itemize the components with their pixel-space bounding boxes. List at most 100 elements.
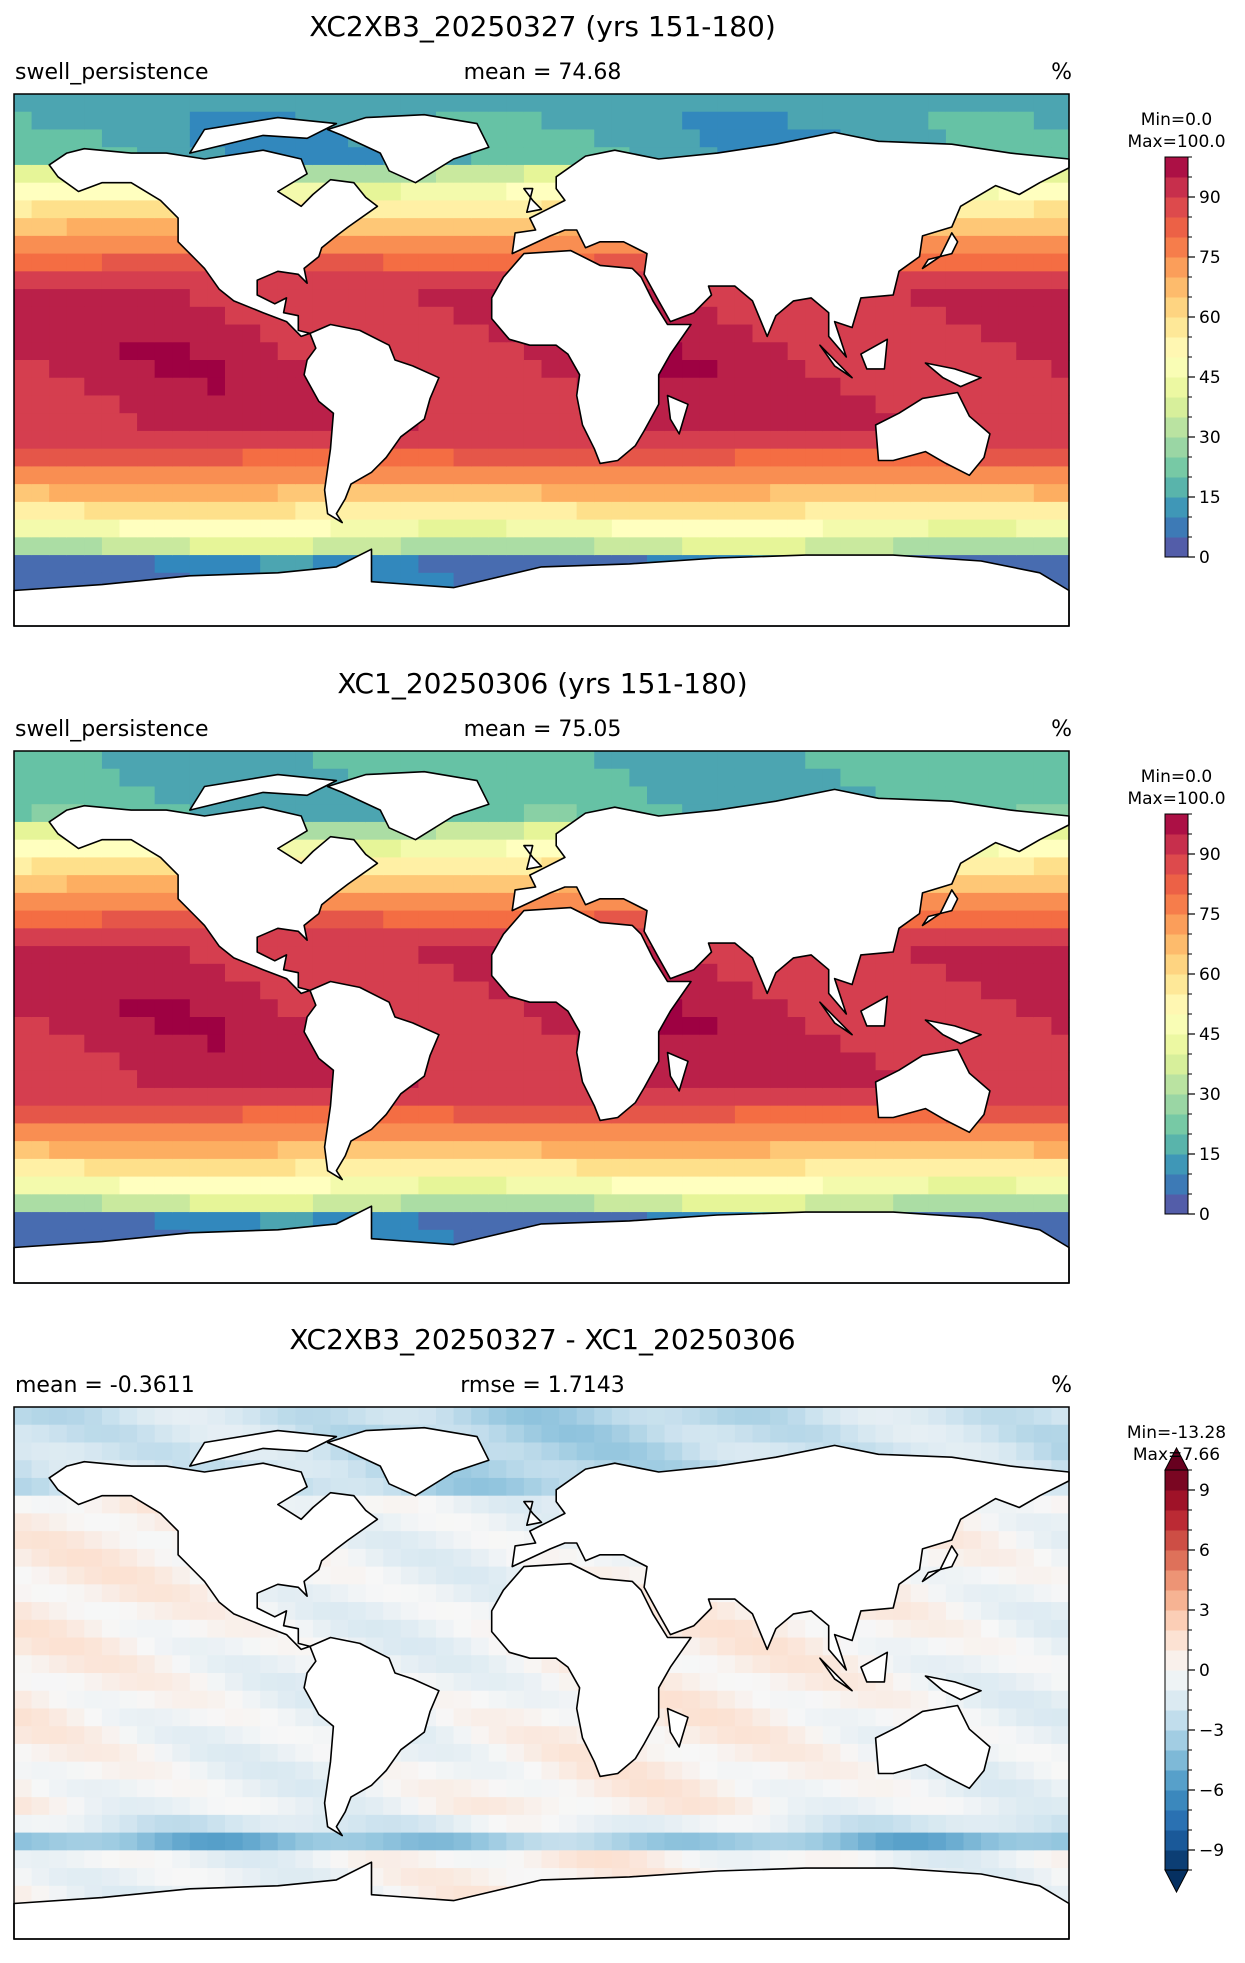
map-cell [120, 1141, 138, 1159]
map-cell [348, 502, 366, 520]
map-cell [506, 200, 524, 218]
map-cell [401, 254, 419, 272]
map-cell [120, 325, 138, 343]
map-cell [383, 928, 401, 946]
map-cell [155, 1177, 173, 1195]
map-cell [506, 147, 524, 165]
map-cell [260, 1779, 278, 1797]
map-cell [911, 1141, 929, 1159]
map-cell [331, 1194, 349, 1212]
map-cell [999, 1106, 1017, 1124]
map-cell [489, 1123, 507, 1141]
map-cell [858, 1159, 876, 1177]
map-cell [753, 751, 771, 769]
map-cell [928, 289, 946, 307]
map-cell [14, 1762, 32, 1780]
map-cell [928, 342, 946, 360]
colorbar-tick-label: 30 [1199, 1085, 1221, 1105]
map-cell [49, 911, 67, 929]
map-cell [172, 1833, 190, 1851]
map-cell [542, 1035, 560, 1053]
map-cell [278, 537, 296, 555]
map-cell [155, 1726, 173, 1744]
map-cell [401, 893, 419, 911]
map-cell [137, 1425, 155, 1443]
map-cell [172, 1088, 190, 1106]
map-cell [858, 449, 876, 467]
map-cell [120, 1602, 138, 1620]
map-cell [524, 537, 542, 555]
map-cell [629, 1177, 647, 1195]
map-cell [471, 1106, 489, 1124]
map-cell [788, 112, 806, 130]
map-cell [137, 342, 155, 360]
map-cell [436, 1655, 454, 1673]
map-cell [506, 360, 524, 378]
map-cell [137, 502, 155, 520]
map-cell [383, 254, 401, 272]
panel-3: XC2XB3_20250327 - XC1_20250306 mean = -0… [0, 1313, 1245, 1963]
map-cell [32, 1460, 50, 1478]
map-cell [14, 1655, 32, 1673]
map-cell [225, 1638, 243, 1656]
map-cell [981, 1017, 999, 1035]
map-cell [454, 218, 472, 236]
map-cell [594, 1797, 612, 1815]
map-cell [735, 1159, 753, 1177]
map-cell [647, 484, 665, 502]
map-cell [331, 1407, 349, 1425]
map-cell [243, 1123, 261, 1141]
map-cell [243, 449, 261, 467]
map-cell [753, 1052, 771, 1070]
map-cell [840, 769, 858, 787]
map-cell [753, 1106, 771, 1124]
map-cell [946, 307, 964, 325]
map-cell [401, 1194, 419, 1212]
map-cell [805, 1106, 823, 1124]
map-cell [49, 1762, 67, 1780]
map-cell [964, 946, 982, 964]
map-cell [155, 236, 173, 254]
map-cell [700, 360, 718, 378]
map-cell [32, 1442, 50, 1460]
colorbar-segment [1165, 217, 1188, 238]
map-cell [49, 857, 67, 875]
map-cell [243, 1159, 261, 1177]
map-cell [243, 1744, 261, 1762]
map-cell [700, 1425, 718, 1443]
map-cell [559, 1123, 577, 1141]
map-cell [629, 1407, 647, 1425]
map-cell [647, 537, 665, 555]
map-cell [524, 1123, 542, 1141]
map-cell [418, 946, 436, 964]
map-cell [155, 484, 173, 502]
map-cell [559, 1691, 577, 1709]
map-cell [489, 1159, 507, 1177]
map-cell [577, 786, 595, 804]
map-cell [489, 1655, 507, 1673]
map-cell [225, 1691, 243, 1709]
map-cell [612, 129, 630, 147]
map-cell [1051, 360, 1069, 378]
map-cell [313, 289, 331, 307]
map-cell [471, 289, 489, 307]
map-cell [489, 1052, 507, 1070]
map-cell [542, 786, 560, 804]
map-cell [735, 964, 753, 982]
map-cell [401, 875, 419, 893]
map-cell [753, 1123, 771, 1141]
map-cell [559, 147, 577, 165]
map-cell [858, 484, 876, 502]
map-cell [137, 449, 155, 467]
map-cell [418, 1141, 436, 1159]
map-cell [137, 1070, 155, 1088]
map-cell [981, 857, 999, 875]
map-cell [454, 1478, 472, 1496]
map-cell [999, 786, 1017, 804]
map-cell [577, 1177, 595, 1195]
map-cell [49, 1584, 67, 1602]
map-cell [489, 1496, 507, 1514]
map-cell [67, 236, 85, 254]
map-cell [788, 413, 806, 431]
